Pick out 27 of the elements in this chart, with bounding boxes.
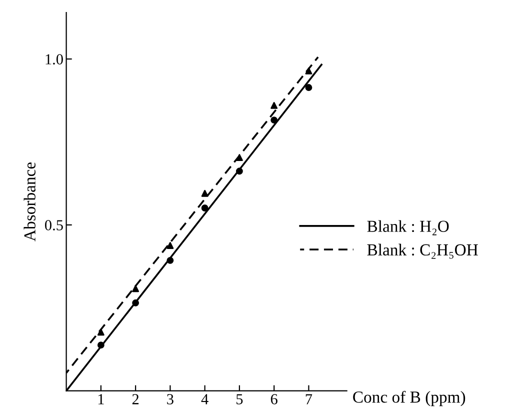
point — [132, 299, 140, 306]
point — [97, 342, 104, 349]
point — [166, 256, 174, 264]
point — [201, 204, 208, 212]
x-tick-label: 1 — [98, 394, 104, 404]
x-tick-label: 6 — [270, 394, 278, 404]
point — [97, 328, 104, 336]
x-tick-label: 3 — [167, 394, 174, 404]
x-tick-label: 2 — [132, 394, 139, 404]
point — [305, 67, 312, 74]
x-axis-title: Conc of B (ppm) — [353, 390, 466, 406]
point — [132, 285, 140, 292]
point — [236, 154, 243, 162]
y-tick-label: 1.0 — [46, 54, 63, 65]
point — [270, 102, 278, 109]
x-tick-label: 5 — [236, 394, 243, 404]
point — [305, 84, 312, 92]
point — [236, 168, 243, 175]
y-tick-label: 0.5 — [45, 220, 63, 230]
x-tick-label: 4 — [201, 394, 208, 404]
legend-label: Blank : C₂H₅OH — [367, 244, 478, 259]
x-tick-label: 7 — [306, 394, 312, 404]
point — [270, 116, 278, 124]
y-axis-title: Absorbance — [24, 162, 36, 242]
point — [201, 190, 208, 197]
legend-label: Blank : H₂O — [367, 220, 449, 236]
point — [166, 242, 174, 249]
